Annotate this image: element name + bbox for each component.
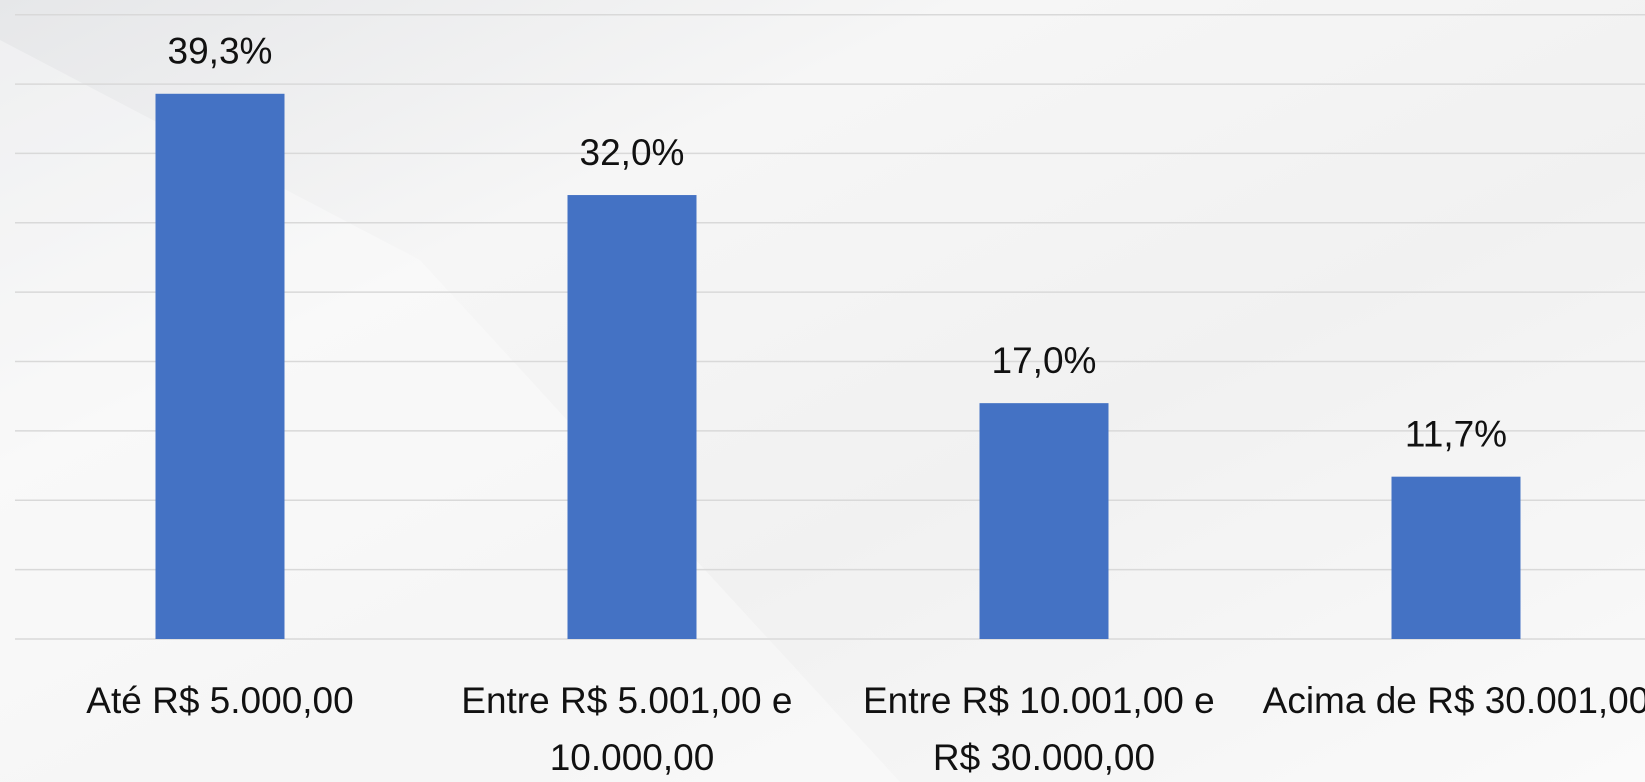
bar <box>1391 476 1521 639</box>
x-tick-label: Acima de R$ 30.001,00 <box>1263 680 1645 721</box>
x-tick-label: Até R$ 5.000,00 <box>86 680 353 721</box>
bar <box>155 93 285 639</box>
data-label: 11,7% <box>1405 413 1507 454</box>
data-label: 17,0% <box>992 340 1097 381</box>
x-tick-label: Entre R$ 10.001,00 e R$ 30.000,00 <box>863 680 1225 778</box>
bar <box>979 403 1109 639</box>
bar <box>567 195 697 639</box>
x-tick-label: Entre R$ 5.001,00 e 10.000,00 <box>461 680 802 778</box>
data-label: 39,3% <box>168 31 273 72</box>
data-label: 32,0% <box>580 132 685 173</box>
